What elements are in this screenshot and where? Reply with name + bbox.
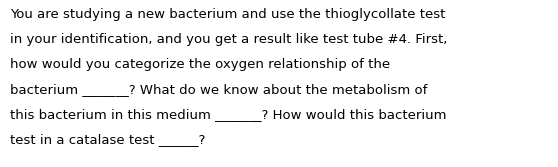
Text: how would you categorize the oxygen relationship of the: how would you categorize the oxygen rela… [10, 58, 390, 71]
Text: test in a catalase test ______?: test in a catalase test ______? [10, 133, 205, 146]
Text: this bacterium in this medium _______? How would this bacterium: this bacterium in this medium _______? H… [10, 108, 446, 121]
Text: bacterium _______? What do we know about the metabolism of: bacterium _______? What do we know about… [10, 83, 427, 96]
Text: in your identification, and you get a result like test tube #4. First,: in your identification, and you get a re… [10, 33, 448, 46]
Text: You are studying a new bacterium and use the thioglycollate test: You are studying a new bacterium and use… [10, 8, 445, 21]
